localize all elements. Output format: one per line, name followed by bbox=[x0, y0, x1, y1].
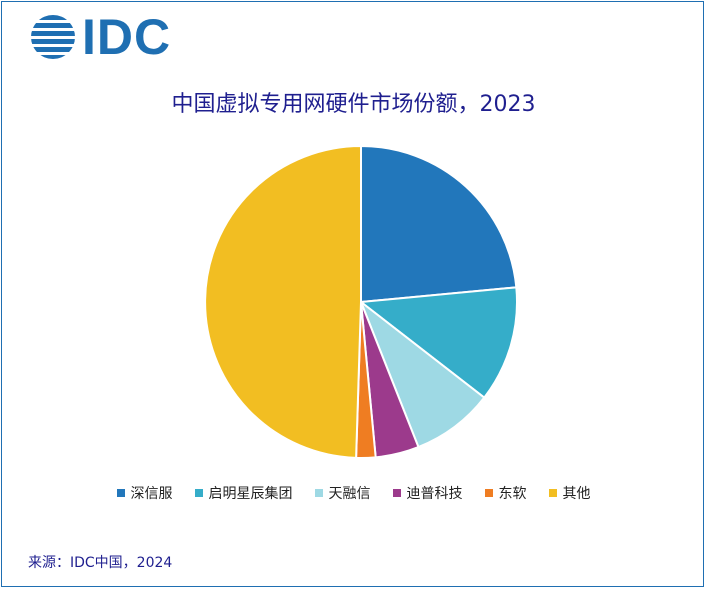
legend-label: 东软 bbox=[498, 486, 527, 502]
legend-item-3: 迪普科技 bbox=[392, 483, 463, 503]
legend-swatch bbox=[392, 489, 401, 497]
chart-title: 中国虚拟专用网硬件市场份额，2023 bbox=[171, 92, 536, 117]
legend-label: 迪普科技 bbox=[406, 486, 463, 502]
pie-slice-5 bbox=[204, 144, 362, 459]
legend-label: 启明星辰集团 bbox=[208, 486, 293, 502]
legend-item-0: 深信服 bbox=[116, 483, 173, 503]
logo-text: IDC bbox=[82, 9, 172, 65]
idc-logo: IDC bbox=[30, 12, 171, 62]
legend-swatch bbox=[548, 489, 557, 497]
source-note: 来源：IDC中国，2024 bbox=[28, 555, 173, 571]
pie-slice-0 bbox=[360, 144, 518, 304]
legend-swatch bbox=[194, 489, 203, 497]
pie-slice-1 bbox=[358, 286, 518, 400]
globe-icon bbox=[31, 15, 75, 59]
legend-item-5: 其他 bbox=[548, 483, 591, 503]
legend-swatch bbox=[116, 489, 125, 497]
legend-item-4: 东软 bbox=[484, 483, 527, 503]
legend-label: 深信服 bbox=[130, 486, 173, 502]
pie-slice-2 bbox=[358, 298, 486, 449]
legend-label: 天融信 bbox=[328, 486, 371, 502]
chart-legend: 深信服 启明星辰集团 天融信 迪普科技 东软 其他 bbox=[0, 483, 707, 503]
pie-chart bbox=[204, 144, 518, 459]
legend-item-1: 启明星辰集团 bbox=[194, 483, 293, 503]
legend-item-2: 天融信 bbox=[314, 483, 371, 503]
legend-swatch bbox=[484, 489, 493, 497]
legend-swatch bbox=[314, 489, 323, 497]
legend-label: 其他 bbox=[562, 486, 591, 502]
